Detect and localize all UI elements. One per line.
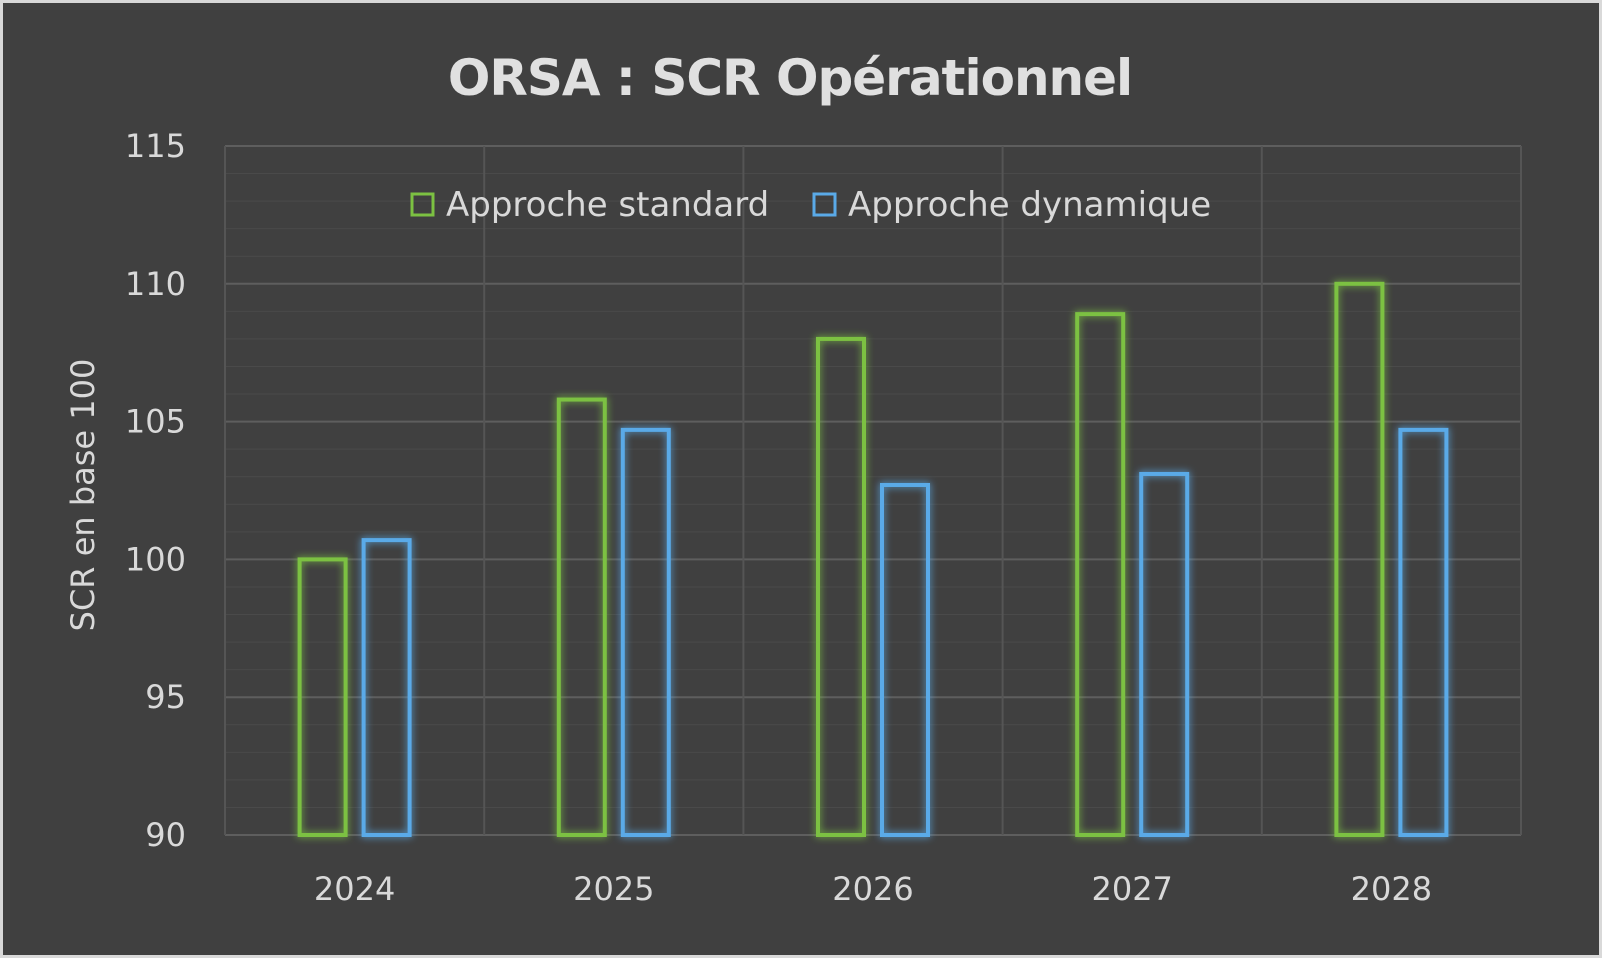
y-tick-label: 115 [125,127,186,165]
legend: Approche standard Approche dynamique [410,185,1211,225]
x-tick-label: 2028 [1351,870,1432,908]
bar-standard-2024 [297,557,348,838]
bars [297,281,1449,838]
grid [224,145,1522,836]
bar-dynamique-2026 [880,482,930,837]
bar-standard-2026 [816,336,866,837]
y-tick-label: 90 [145,816,186,854]
y-axis-title: SCR en base 100 [64,359,102,632]
x-tick-label: 2026 [832,870,913,908]
tick-labels: 90 95 100 105 110 115 2024 2025 2026 2027 2028 [125,127,1432,908]
legend-label: Approche dynamique [848,185,1211,225]
y-tick-label: 110 [125,265,186,303]
bar-standard-2027 [1075,312,1126,837]
chart-title: ORSA : SCR Opérationnel [448,49,1132,107]
y-tick-label: 105 [125,403,186,441]
y-tick-label: 100 [125,540,186,578]
bar-standard-2025 [556,397,607,837]
bar-dynamique-2025 [620,427,671,837]
legend-label: Approche standard [446,185,769,225]
bar-dynamique-2027 [1139,471,1190,837]
legend-swatch [812,192,837,217]
x-tick-label: 2025 [573,870,654,908]
y-tick-label: 95 [145,678,186,716]
x-tick-label: 2024 [314,870,395,908]
bar-standard-2028 [1334,281,1385,837]
bar-chart: ORSA : SCR Opérationnel 90 95 100 105 110 115… [64,49,1522,908]
bar-dynamique-2028 [1398,427,1449,837]
x-tick-label: 2027 [1091,870,1172,908]
bar-dynamique-2024 [361,538,412,837]
legend-swatch [410,192,435,217]
